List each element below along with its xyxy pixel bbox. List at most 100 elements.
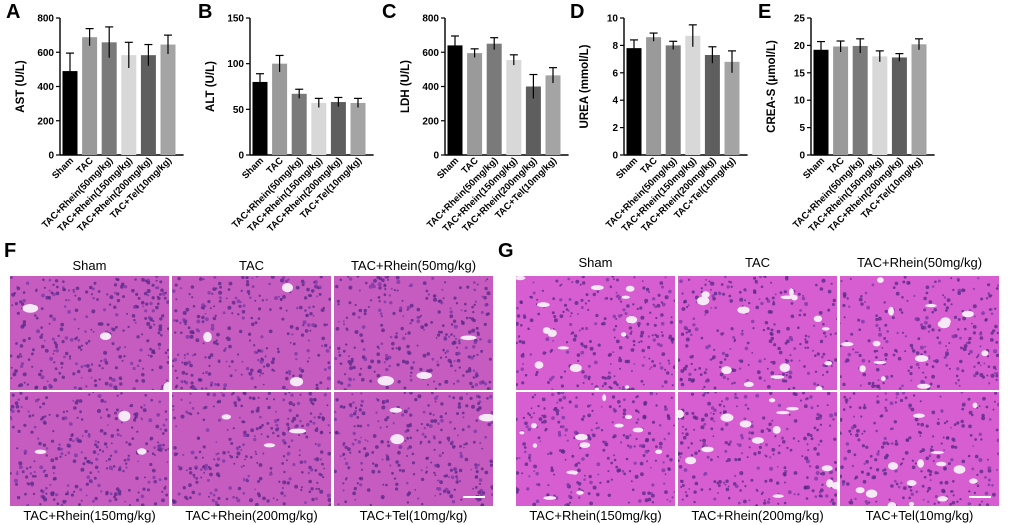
bar-4	[506, 59, 522, 155]
micrograph-label: TAC+Rhein(200mg/kg)	[691, 508, 824, 523]
y-axis-label: LDH (U/L)	[400, 60, 412, 113]
y-tick-label: 100	[227, 59, 244, 70]
micrograph-tile	[678, 392, 837, 506]
micrograph-label: TAC+Rhein(150mg/kg)	[529, 508, 662, 523]
bar-4	[872, 56, 888, 155]
bar-3	[852, 45, 868, 156]
micrograph-tile	[10, 392, 169, 506]
panel-letter-d: D	[570, 1, 584, 23]
bar-2	[467, 53, 483, 156]
bar-6	[911, 44, 927, 155]
panel-letter-a: A	[6, 1, 20, 23]
bar-2	[833, 46, 849, 155]
bar-5	[140, 55, 156, 155]
y-tick-label: 50	[233, 105, 245, 116]
bar-3	[291, 93, 307, 155]
y-tick-label: 0	[799, 151, 805, 162]
y-tick-label: 4	[612, 96, 618, 107]
bar-1	[813, 49, 829, 156]
panel-letter-g: G	[498, 240, 514, 262]
y-tick-label: 20	[794, 41, 806, 52]
y-tick-label: 10	[607, 14, 619, 25]
micrograph-label: TAC+Rhein(50mg/kg)	[856, 255, 983, 270]
y-tick-label: 5	[799, 123, 805, 134]
micrograph-label: TAC+Rhein(150mg/kg)	[23, 508, 156, 523]
y-tick-label: 600	[37, 48, 54, 59]
micrograph-tile	[840, 276, 999, 390]
micrograph-tile	[516, 276, 675, 390]
y-tick-label: 0	[48, 151, 54, 162]
bar-3	[665, 45, 681, 155]
bar-4	[685, 35, 701, 156]
bar-6	[545, 75, 561, 155]
micrograph-label: TAC+Rhein(50mg/kg)	[350, 258, 477, 273]
micrograph-tile	[334, 276, 493, 390]
y-tick-label: 10	[794, 96, 806, 107]
bar-2	[646, 37, 662, 155]
y-axis-label: ALT (U/L)	[205, 61, 217, 112]
y-tick-label: 0	[612, 151, 618, 162]
y-tick-label: 2	[612, 123, 618, 134]
y-tick-label: 150	[227, 14, 244, 25]
bar-5	[891, 57, 907, 155]
micrograph-tile	[516, 392, 675, 506]
bar-6	[160, 44, 176, 156]
y-axis-label: CREA-S (μmol/L)	[766, 40, 778, 133]
y-tick-label: 800	[37, 14, 54, 25]
y-tick-label: 600	[422, 48, 439, 59]
panel-letter-b: B	[198, 1, 212, 23]
bar-1	[447, 45, 463, 155]
bar-5	[525, 86, 541, 155]
micrograph-tile	[678, 276, 837, 390]
micrograph-tile	[172, 276, 331, 390]
y-tick-label: 0	[433, 151, 439, 162]
bar-5	[704, 54, 720, 155]
y-tick-label: 200	[422, 116, 439, 127]
y-tick-label: 0	[238, 151, 244, 162]
scale-bar	[969, 496, 991, 498]
y-tick-label: 800	[422, 14, 439, 25]
bar-1	[626, 48, 642, 155]
panel-letter-c: C	[382, 1, 396, 23]
y-tick-label: 8	[612, 41, 618, 52]
micrograph-tile	[172, 392, 331, 506]
y-tick-label: 400	[422, 82, 439, 93]
bar-6	[724, 61, 740, 156]
micrograph-tile	[840, 392, 999, 506]
bar-3	[486, 43, 502, 155]
micrograph-label: TAC+Tel(10mg/kg)	[359, 508, 468, 523]
scale-bar	[463, 496, 485, 498]
bar-2	[272, 63, 288, 155]
panel-letter-f: F	[4, 240, 17, 262]
bar-1	[62, 71, 78, 155]
bar-3	[101, 42, 117, 155]
bar-1	[252, 81, 268, 155]
micrograph-label: TAC+Tel(10mg/kg)	[865, 508, 974, 523]
bar-2	[82, 37, 98, 155]
micrograph-label: TAC	[238, 258, 265, 273]
micrograph-label: Sham	[578, 255, 613, 270]
micrograph-label: TAC	[744, 255, 771, 270]
bar-5	[330, 102, 346, 155]
bar-4	[311, 102, 327, 155]
bar-4	[121, 55, 137, 155]
y-tick-label: 200	[37, 116, 54, 127]
y-axis-label: UREA (mmol/L)	[579, 44, 591, 128]
y-tick-label: 25	[794, 14, 806, 25]
micrograph-tile	[334, 392, 493, 506]
y-tick-label: 15	[794, 68, 806, 79]
micrograph-label: TAC+Rhein(200mg/kg)	[185, 508, 318, 523]
y-tick-label: 6	[612, 68, 618, 79]
micrograph-tile	[10, 276, 169, 390]
y-axis-label: AST (U/L)	[15, 60, 27, 113]
panel-letter-e: E	[758, 1, 771, 23]
micrograph-label: Sham	[72, 258, 107, 273]
y-tick-label: 400	[37, 82, 54, 93]
bar-6	[350, 102, 366, 155]
